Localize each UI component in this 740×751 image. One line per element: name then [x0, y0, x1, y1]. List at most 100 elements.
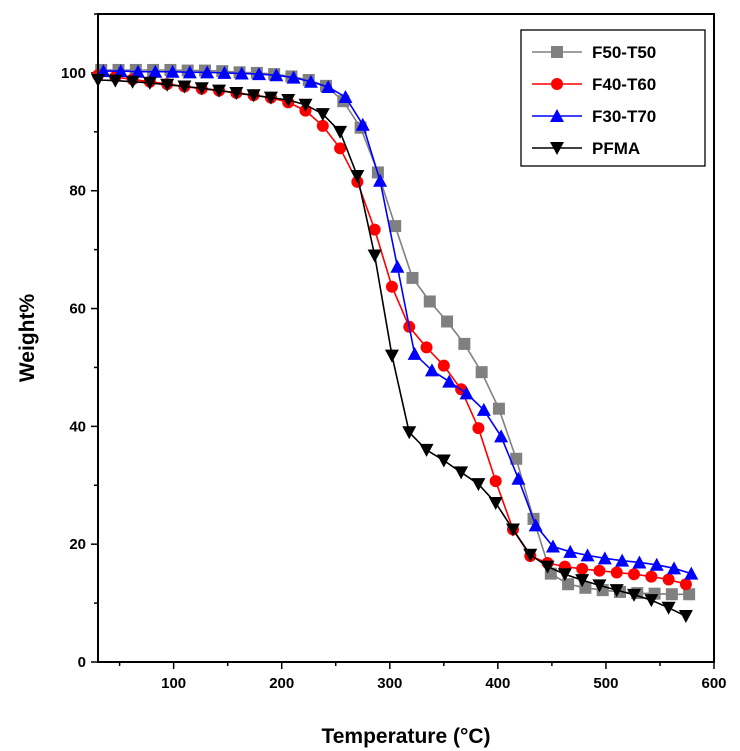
data-point [649, 557, 664, 571]
data-point [562, 578, 575, 591]
data-point [628, 568, 641, 581]
data-point [182, 65, 197, 79]
data-point [229, 86, 244, 100]
y-tick-label: 60 [69, 301, 86, 318]
data-point [148, 64, 163, 78]
data-point [545, 539, 560, 553]
data-point [593, 564, 606, 577]
x-axis-title: Temperature (°C) [321, 725, 490, 748]
data-point [269, 68, 284, 82]
data-point [390, 259, 405, 273]
data-point [459, 386, 474, 400]
legend-label: F50-T50 [592, 43, 656, 62]
data-point [661, 601, 676, 615]
data-point [424, 363, 439, 377]
data-point [355, 117, 370, 131]
data-point [580, 548, 595, 562]
data-point [406, 271, 419, 284]
data-point [610, 566, 623, 579]
data-point [419, 443, 434, 457]
data-point [627, 588, 642, 602]
data-point [609, 584, 624, 598]
data-point [563, 544, 578, 558]
data-point [472, 422, 485, 435]
legend-entry: F30-T70 [532, 107, 656, 126]
data-point [576, 562, 589, 575]
data-point [200, 65, 215, 79]
legend-marker [551, 46, 563, 58]
data-point [597, 551, 612, 565]
data-point [373, 173, 388, 187]
data-point [523, 548, 538, 562]
y-tick-label: 100 [61, 65, 86, 82]
data-point [476, 402, 491, 416]
legend-entry: F50-T50 [532, 43, 656, 62]
data-point [368, 223, 381, 236]
data-point [684, 566, 699, 580]
y-tick-label: 0 [78, 654, 86, 671]
data-point [263, 91, 278, 105]
plot-series [91, 63, 699, 624]
data-point [678, 610, 693, 624]
data-point [442, 374, 457, 388]
data-point [528, 518, 543, 532]
data-point [316, 119, 329, 132]
data-point [645, 570, 658, 583]
legend-marker [550, 109, 564, 122]
data-point [142, 76, 157, 90]
axis-ticks: 100 200 300 400 500 600 0 20 40 60 80 100 [61, 13, 727, 692]
data-point [160, 78, 175, 92]
x-tick-label: 600 [701, 675, 726, 692]
data-point [212, 84, 227, 98]
data-point [441, 315, 454, 328]
data-point [437, 359, 450, 372]
y-tick-label: 20 [69, 536, 86, 553]
data-point [350, 170, 365, 183]
data-point [367, 249, 382, 263]
data-point [389, 220, 402, 233]
y-tick-label: 40 [69, 418, 86, 435]
x-tick-label: 300 [377, 675, 402, 692]
data-point [436, 454, 451, 468]
data-point [315, 108, 330, 122]
data-point [177, 80, 192, 94]
series-pfma [91, 73, 693, 624]
data-point [511, 471, 526, 485]
data-point [662, 573, 675, 586]
data-point [471, 478, 486, 492]
data-point [575, 574, 590, 588]
series-f30-t70 [96, 64, 699, 580]
data-point [334, 142, 347, 155]
data-point [488, 496, 503, 510]
data-point [108, 74, 123, 88]
data-point [165, 64, 180, 78]
data-point [475, 366, 488, 379]
legend-label: F30-T70 [592, 107, 656, 126]
data-point [130, 64, 145, 78]
data-point [644, 594, 659, 608]
legend-label: F40-T60 [592, 75, 656, 94]
legend-marker [550, 142, 564, 155]
data-point [402, 426, 417, 440]
data-point [492, 402, 505, 415]
legend-entry: PFMA [532, 139, 640, 158]
data-point [281, 94, 296, 108]
data-point [557, 568, 572, 582]
data-point [286, 70, 301, 84]
legend-label: PFMA [592, 139, 640, 158]
data-point [667, 561, 682, 575]
data-point [321, 80, 336, 94]
data-point [494, 429, 509, 443]
data-point [234, 66, 249, 80]
data-point [683, 588, 696, 601]
data-point [252, 67, 267, 81]
data-point [246, 89, 261, 103]
x-tick-label: 200 [269, 675, 294, 692]
x-tick-label: 400 [485, 675, 510, 692]
data-point [592, 579, 607, 593]
plot-frame [97, 13, 715, 663]
data-point [489, 475, 502, 488]
x-tick-label: 100 [161, 675, 186, 692]
data-point [454, 466, 469, 480]
